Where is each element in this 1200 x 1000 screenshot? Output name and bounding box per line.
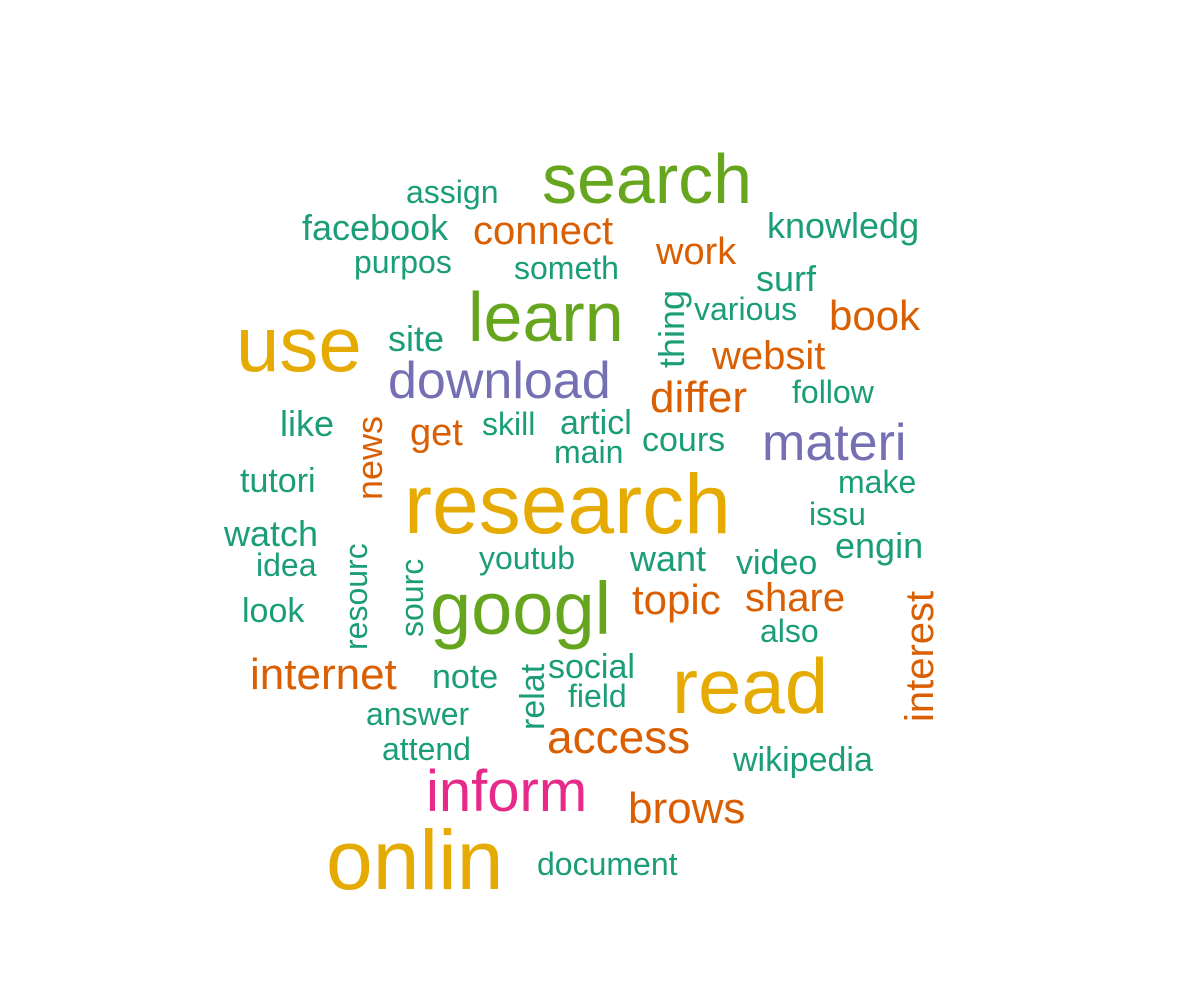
word-social: social [548, 648, 635, 686]
word-wikipedia: wikipedia [733, 741, 873, 779]
word-inform: inform [426, 759, 588, 824]
word-main: main [554, 434, 624, 470]
word-access: access [547, 711, 691, 763]
word-also: also [760, 613, 819, 649]
word-interest: interest [898, 590, 942, 722]
word-idea: idea [256, 547, 317, 583]
word-issu: issu [809, 496, 866, 532]
word-sourc: sourc [394, 558, 430, 637]
word-relat: relat [514, 663, 552, 730]
word-onlin: onlin [326, 813, 504, 907]
word-note: note [432, 658, 499, 696]
word-book: book [829, 292, 921, 339]
word-websit: websit [712, 334, 826, 378]
word-use: use [236, 300, 362, 388]
word-document: document [537, 846, 678, 882]
word-various: various [694, 291, 798, 327]
word-assign: assign [406, 174, 499, 210]
word-differ: differ [650, 373, 748, 422]
word-search: search [542, 140, 753, 218]
word-facebook: facebook [302, 207, 449, 248]
word-share: share [745, 576, 846, 620]
word-answer: answer [366, 696, 470, 732]
word-get: get [410, 412, 463, 454]
word-skill: skill [482, 406, 536, 442]
word-field: field [568, 678, 627, 714]
word-site: site [388, 318, 445, 359]
word-research: research [404, 457, 731, 551]
word-follow: follow [792, 374, 874, 410]
word-materi: materi [762, 414, 907, 472]
word-tutori: tutori [240, 462, 316, 500]
word-articl: articl [560, 404, 632, 442]
word-make: make [838, 464, 917, 500]
word-like: like [280, 403, 335, 444]
word-attend: attend [382, 731, 471, 767]
word-work: work [656, 231, 737, 273]
word-engin: engin [835, 525, 924, 566]
word-knowledg: knowledg [767, 205, 920, 246]
word-surf: surf [756, 258, 817, 299]
word-purpos: purpos [354, 244, 452, 280]
word-want: want [630, 538, 707, 579]
word-someth: someth [514, 250, 619, 286]
word-internet: internet [250, 650, 397, 699]
word-news: news [349, 415, 390, 500]
word-resourc: resourc [338, 543, 374, 650]
word-thing: thing [651, 289, 692, 368]
word-watch: watch [224, 513, 319, 554]
word-look: look [242, 592, 305, 630]
word-read: read [672, 642, 829, 730]
word-video: video [736, 544, 818, 582]
word-cours: cours [642, 421, 726, 459]
word-connect: connect [473, 209, 614, 253]
word-googl: googl [430, 567, 612, 650]
word-brows: brows [628, 784, 746, 833]
word-youtub: youtub [479, 540, 576, 576]
word-topic: topic [632, 576, 721, 623]
word-download: download [388, 352, 611, 410]
word-learn: learn [468, 278, 624, 356]
